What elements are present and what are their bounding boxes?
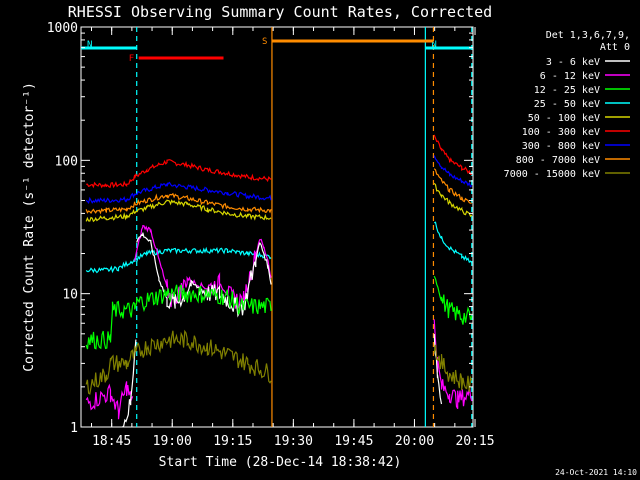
series-3-6keV xyxy=(122,232,443,428)
series-12-25keV xyxy=(85,275,473,350)
series-line-7-1 xyxy=(433,275,473,325)
y-tick-label-1: 10 xyxy=(62,288,78,303)
series-line-0-1 xyxy=(433,134,473,176)
x-tick-label-0: 18:45 xyxy=(92,434,131,449)
y-axis-label: Corrected Count Rate (s⁻¹ detector⁻¹) xyxy=(22,82,37,372)
legend-label-8: 7000 - 15000 keV xyxy=(504,169,600,180)
legend-header-0: Det 1,3,6,7,9, xyxy=(546,30,630,41)
reference-lines xyxy=(136,27,473,427)
x-tick-label-2: 19:15 xyxy=(213,434,252,449)
series-line-6-1 xyxy=(136,232,272,318)
series-line-7-0 xyxy=(85,284,272,350)
series-line-2-0 xyxy=(85,192,272,215)
legend-label-0: 3 - 6 keV xyxy=(546,57,600,68)
series-25-50keV xyxy=(85,221,473,274)
legend-label-2: 12 - 25 keV xyxy=(534,85,600,96)
axes-layer: 18:45 19:00 19:15 19:30 19:45 20:00 20:15 1 10 10… xyxy=(47,21,495,449)
series-line-4-0 xyxy=(85,246,272,274)
flag-layer: N N F S xyxy=(81,37,472,64)
series-line-5-0 xyxy=(85,381,134,420)
chart-title: RHESSI Observing Summary Count Rates, Co… xyxy=(68,3,492,21)
x-tick-label-1: 19:00 xyxy=(153,434,192,449)
legend-header-1: Att 0 xyxy=(600,42,630,53)
legend-label-5: 100 - 300 keV xyxy=(522,127,600,138)
flag-label-F-2: F xyxy=(129,54,134,64)
series-line-4-1 xyxy=(434,221,473,264)
series-line-8-0 xyxy=(85,329,272,395)
series-line-2-1 xyxy=(433,168,472,204)
plot-frame xyxy=(80,26,474,428)
x-tick-label-6: 20:15 xyxy=(455,434,494,449)
series-layer xyxy=(85,134,473,428)
series-line-8-1 xyxy=(433,344,473,392)
flag-label-S-3: S xyxy=(262,37,267,47)
series-line-5-2 xyxy=(433,319,473,409)
series-line-1-1 xyxy=(433,155,473,188)
series-7000-15000keV xyxy=(85,329,473,395)
footer-date: 24-Oct-2021 14:10 xyxy=(555,468,637,477)
series-line-0-0 xyxy=(86,159,272,189)
series-line-6-0 xyxy=(122,339,137,428)
legend-label-6: 300 - 800 keV xyxy=(522,141,600,152)
legend-label-3: 25 - 50 keV xyxy=(534,99,600,110)
flag-label-N-1: N xyxy=(431,40,436,50)
x-tick-label-3: 19:30 xyxy=(274,434,313,449)
series-800-7000keV xyxy=(85,168,472,215)
y-tick-label-0: 1 xyxy=(70,421,78,436)
y-tick-label-3: 1000 xyxy=(47,21,78,36)
series-100-300keV xyxy=(86,134,473,189)
series-line-3-1 xyxy=(433,182,473,218)
plot-area xyxy=(80,26,474,428)
x-tick-label-5: 20:00 xyxy=(395,434,434,449)
flag-label-N-0: N xyxy=(87,40,92,50)
series-line-6-2 xyxy=(433,333,443,405)
series-line-3-0 xyxy=(85,199,272,223)
y-tick-label-2: 100 xyxy=(55,154,78,169)
legend-label-7: 800 - 7000 keV xyxy=(516,155,600,166)
series-50-100keV xyxy=(85,182,473,223)
series-300-800keV xyxy=(85,155,473,205)
series-line-1-0 xyxy=(85,181,272,205)
legend-label-1: 6 - 12 keV xyxy=(540,71,600,82)
x-tick-label-4: 19:45 xyxy=(334,434,373,449)
legend: Det 1,3,6,7,9,Att 03 - 6 keV 6 - 12 keV 12… xyxy=(504,30,630,180)
x-axis-label: Start Time (28-Dec-14 18:38:42) xyxy=(159,455,402,470)
legend-label-4: 50 - 100 keV xyxy=(528,113,600,124)
